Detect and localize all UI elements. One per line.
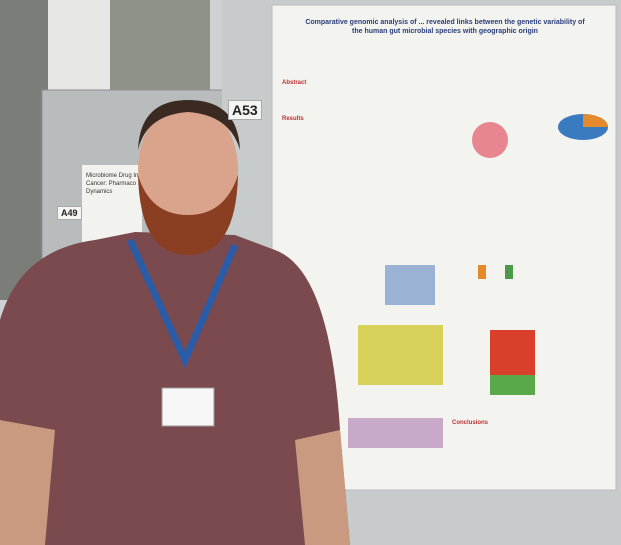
bar xyxy=(505,265,513,279)
pie-slice xyxy=(583,114,608,127)
window-top xyxy=(110,0,210,95)
arm xyxy=(0,420,55,545)
window xyxy=(0,0,48,300)
hair xyxy=(138,100,240,150)
table-figure xyxy=(348,418,443,448)
heatmap xyxy=(490,375,535,395)
beard xyxy=(138,175,238,255)
section-heading: Abstract xyxy=(282,80,307,86)
board-number: A53 xyxy=(228,100,262,120)
left-poster-line: Dynamics xyxy=(86,189,113,195)
arm xyxy=(295,430,350,545)
lanyard xyxy=(126,238,239,369)
section-heading: Results xyxy=(282,116,304,122)
left-poster xyxy=(82,165,142,245)
figure xyxy=(472,122,508,158)
board-number: A49 xyxy=(57,206,82,220)
left-poster-line: Cancer: Pharmaco xyxy=(86,181,137,187)
badge xyxy=(161,387,215,427)
poster-title: Comparative genomic analysis of ... reve… xyxy=(305,19,585,35)
face xyxy=(138,102,238,238)
left-poster-line: Microbiome Drug In xyxy=(86,173,139,179)
section-heading: Conclusions xyxy=(452,420,489,426)
heatmap xyxy=(358,325,443,385)
bars-figure xyxy=(385,265,435,305)
bar xyxy=(478,265,486,279)
